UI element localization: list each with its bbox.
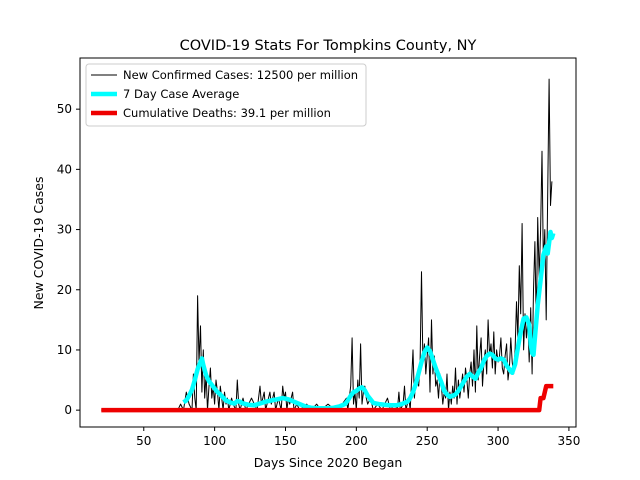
x-tick-label: 250 (416, 434, 439, 448)
series-line-2 (182, 229, 556, 411)
legend-label-3: Cumulative Deaths: 39.1 per million (123, 106, 331, 120)
legend-label-2: 7 Day Case Average (123, 87, 239, 101)
y-tick-label: 10 (57, 343, 72, 357)
y-tick-label: 0 (64, 403, 72, 417)
x-tick-label: 200 (345, 434, 368, 448)
y-tick-label: 30 (57, 223, 72, 237)
x-tick-label: 150 (274, 434, 297, 448)
y-tick-label: 50 (57, 102, 72, 116)
y-axis-label: New COVID-19 Cases (31, 177, 46, 310)
x-tick-label: 350 (557, 434, 580, 448)
chart-title: COVID-19 Stats For Tompkins County, NY (180, 38, 477, 54)
legend-label-1: New Confirmed Cases: 12500 per million (123, 68, 358, 82)
legend: New Confirmed Cases: 12500 per million 7 … (85, 63, 367, 127)
series-line-3 (101, 383, 554, 413)
x-tick-label: 100 (203, 434, 226, 448)
x-tick-label: 50 (136, 434, 151, 448)
legend-entries: New Confirmed Cases: 12500 per million 7 … (91, 68, 358, 120)
legend-box (85, 63, 367, 127)
ticks-layer: 50 100 150 200 250 300 350 0 10 20 30 40 50 (57, 102, 581, 448)
y-tick-label: 40 (57, 162, 72, 176)
x-tick-label: 300 (487, 434, 510, 448)
x-axis-label: Days Since 2020 Began (254, 455, 403, 470)
axes-frame (79, 57, 577, 428)
y-tick-label: 20 (57, 283, 72, 297)
series-layer (101, 78, 556, 413)
plot-area: 50 100 150 200 250 300 350 0 10 20 30 40 50 (57, 57, 581, 448)
